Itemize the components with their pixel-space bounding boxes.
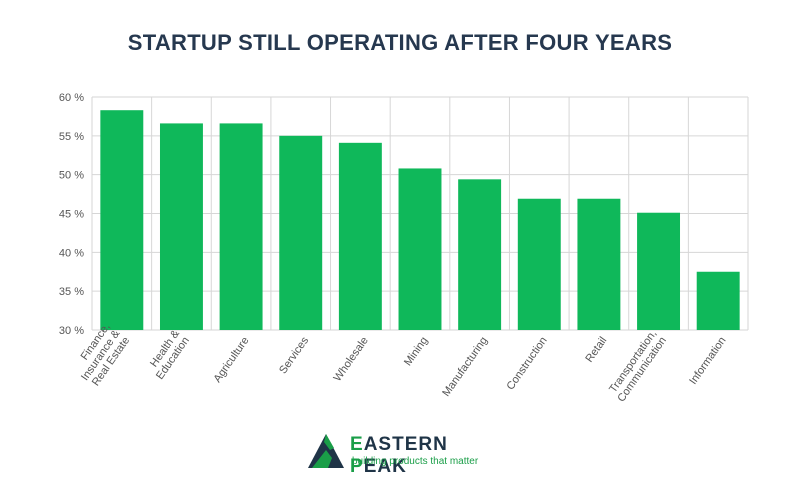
x-category-label: Mining [402, 335, 430, 368]
x-category-label: Agriculture [212, 335, 252, 385]
bar [458, 179, 502, 330]
x-category-label: Wholesale [332, 335, 371, 384]
brand-initial-p: P [350, 456, 364, 477]
x-category-label: Information [687, 335, 728, 387]
bar [159, 123, 203, 330]
x-category-label-line: Construction [504, 335, 549, 392]
y-tick-label: 30 % [59, 325, 84, 337]
chart-title: STARTUP STILL OPERATING AFTER FOUR YEARS [127, 30, 673, 55]
x-category-label-line: Wholesale [332, 335, 371, 384]
x-category-label: Retail [583, 335, 609, 365]
x-category-label: Transportation,Communication [606, 328, 669, 404]
x-category-label: Manufacturing [440, 335, 490, 399]
bar [696, 271, 740, 330]
bar [338, 142, 382, 330]
x-category-label-line: Services [277, 334, 311, 376]
bar [100, 110, 144, 330]
bar [219, 123, 263, 330]
eastern-peak-logo: EASTERN PEAK building products that matt… [308, 428, 508, 477]
brand-initial-e: E [350, 434, 364, 455]
bar [637, 212, 681, 330]
y-tick-label: 55 % [59, 131, 84, 143]
bar [517, 198, 561, 330]
mountain-logo-icon [308, 434, 344, 468]
bar [279, 135, 323, 330]
y-tick-label: 45 % [59, 209, 84, 221]
x-category-label-line: Retail [583, 335, 609, 365]
x-category-label-line: Manufacturing [440, 335, 490, 399]
x-category-label-line: Agriculture [212, 335, 252, 385]
y-tick-label: 40 % [59, 247, 84, 259]
brand-name-part-2: EAK [363, 456, 407, 477]
y-tick-label: 50 % [59, 170, 84, 182]
x-category-label-line: Mining [402, 335, 430, 368]
x-category-label: Services [277, 334, 311, 376]
x-category-label: Health &Education [144, 327, 192, 381]
y-tick-label: 60 % [59, 92, 84, 104]
x-category-label: Construction [504, 335, 549, 392]
bar [577, 198, 621, 330]
brand-name-part-1: ASTERN [363, 434, 448, 455]
bar [398, 168, 442, 330]
y-tick-label: 35 % [59, 286, 84, 298]
x-category-label-line: Information [687, 335, 728, 387]
brand-name: EASTERN PEAK [350, 434, 508, 478]
brand-tagline: building products that matter [352, 456, 479, 467]
